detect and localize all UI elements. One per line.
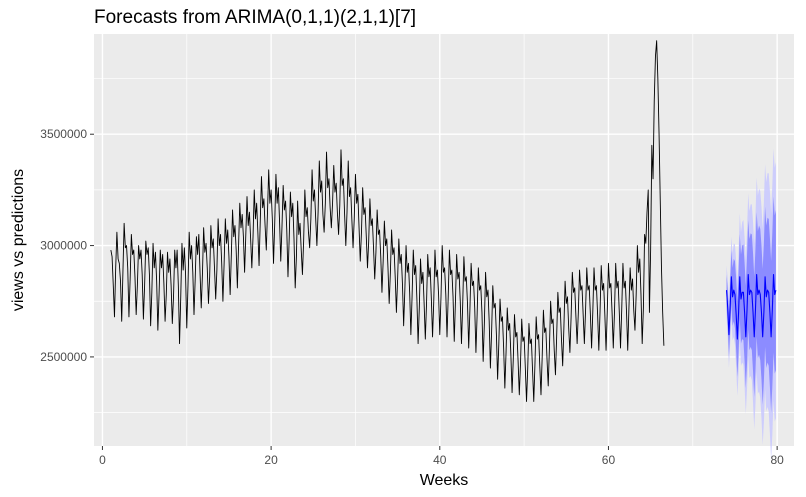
y-axis: 2500000 3000000 3500000	[40, 127, 94, 364]
x-axis: 0 20 40 60 80	[99, 446, 784, 467]
forecast-intervals	[726, 148, 776, 461]
y-axis-title: views vs predictions	[10, 169, 27, 311]
actual-views-line	[110, 40, 665, 402]
x-tick-label: 0	[99, 453, 106, 467]
y-tick-label: 3000000	[40, 239, 87, 253]
y-tick-label: 2500000	[40, 350, 87, 364]
forecast-line	[725, 273, 777, 340]
x-tick-label: 60	[602, 453, 616, 467]
major-gridlines	[94, 34, 794, 446]
minor-gridlines	[94, 34, 794, 446]
x-tick-label: 20	[264, 453, 278, 467]
series-lines	[110, 40, 777, 402]
prediction-interval-80-band	[726, 196, 776, 413]
chart-title: Forecasts from ARIMA(0,1,1)(2,1,1)[7]	[94, 7, 416, 28]
x-tick-label: 40	[433, 453, 447, 467]
x-tick-label: 80	[770, 453, 784, 467]
y-tick-label: 3500000	[40, 127, 87, 141]
x-axis-title: Weeks	[420, 472, 469, 489]
